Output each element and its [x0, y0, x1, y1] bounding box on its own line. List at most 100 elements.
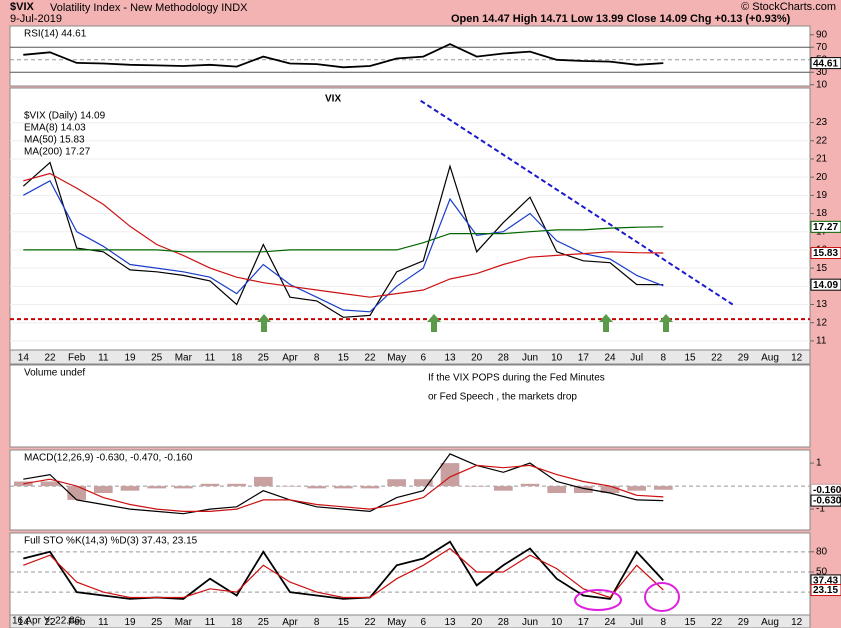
series-line: [23, 540, 664, 600]
y-tick-label: 90: [816, 29, 828, 40]
histogram-bar: [120, 486, 140, 491]
y-tick-label: 12: [816, 317, 828, 328]
x-tick-label: 6: [421, 617, 427, 628]
x-tick-label: 29: [738, 617, 750, 628]
histogram-bar: [547, 486, 566, 493]
annotation: VIX: [325, 94, 341, 105]
histogram-bar: [227, 483, 246, 487]
panel: [9, 532, 811, 616]
x-tick-label: Mar: [175, 353, 193, 364]
y-tick-label: 10: [816, 79, 828, 90]
x-tick-label: 15: [684, 617, 696, 628]
x-tick-label: 25: [151, 617, 163, 628]
last-value-label: 15.83: [813, 248, 838, 259]
quote: Open 14.47 High 14.71 Low 13.99 Close 14…: [451, 13, 791, 25]
x-tick-label: 18: [231, 617, 243, 628]
x-tick-label: 28: [498, 353, 510, 364]
x-tick-label: 17: [578, 353, 590, 364]
legend-entry: RSI(14) 44.61: [24, 29, 87, 40]
panel: [9, 87, 811, 351]
arrow: [599, 314, 613, 332]
last-value-label: 17.27: [813, 222, 838, 233]
series-line: [23, 172, 664, 298]
legend-entry: MA(200) 17.27: [24, 147, 91, 158]
x-tick-label: 22: [44, 617, 56, 628]
x-tick-label: 19: [124, 353, 136, 364]
x-tick-label: 22: [364, 353, 376, 364]
panel: [9, 449, 811, 531]
copyright: © StockCharts.com: [741, 1, 836, 13]
x-tick-label: 10: [551, 353, 563, 364]
x-tick-label: 28: [498, 617, 510, 628]
x-tick-label: 10: [551, 617, 563, 628]
series-line: [23, 464, 664, 512]
x-tick-label: 25: [151, 353, 163, 364]
annotation: If the VIX POPS during the Fed Minutes: [428, 373, 605, 384]
x-tick-label: 24: [604, 353, 616, 364]
panel: [9, 364, 811, 448]
arrow: [427, 314, 441, 332]
histogram-bar: [40, 481, 60, 487]
highlight-circle: [644, 582, 680, 612]
crosshair-readout: 16 Apr Y: 22.86: [12, 616, 81, 627]
security-name: Volatility Index - New Methodology INDX: [50, 2, 248, 14]
series-line: [23, 226, 664, 253]
x-tick-label: 25: [258, 617, 270, 628]
x-tick-label: 8: [661, 617, 667, 628]
x-tick-label: 13: [444, 353, 456, 364]
x-tick-label: May: [387, 353, 406, 364]
histogram-bar: [574, 486, 593, 493]
x-tick-label: 29: [738, 353, 750, 364]
x-tick-label: Jul: [630, 353, 643, 364]
last-value-label: 23.15: [813, 585, 838, 596]
x-tick-label: Apr: [282, 353, 298, 364]
x-tick-label: 15: [684, 353, 696, 364]
x-tick-label: 14: [18, 353, 30, 364]
histogram-bar: [467, 486, 486, 487]
x-tick-label: Aug: [761, 617, 779, 628]
x-tick-label: 12: [791, 353, 803, 364]
arrow: [257, 314, 271, 332]
y-tick-label: 19: [816, 190, 828, 201]
panel: [9, 25, 811, 87]
series-line: [23, 179, 664, 313]
arrow: [659, 314, 673, 332]
x-tick-label: Aug: [761, 353, 779, 364]
trend-line: [420, 99, 734, 306]
panel-title: Full STO %K(14,3) %D(3) 37.43, 23.15: [24, 536, 198, 547]
last-value-box: [810, 584, 841, 597]
x-tick-label: 13: [444, 617, 456, 628]
y-tick-label: 22: [816, 135, 828, 146]
histogram-bar: [280, 486, 300, 487]
x-tick-label: Jul: [630, 617, 643, 628]
y-tick-label: -1: [816, 504, 825, 515]
last-value-box: [810, 278, 841, 291]
y-tick-label: 23: [816, 117, 828, 128]
panel-title: Volume undef: [24, 368, 85, 379]
y-tick-label: 1: [816, 458, 822, 469]
last-value-box: [810, 57, 841, 70]
x-tick-label: 15: [338, 617, 350, 628]
x-tick-label: 6: [421, 353, 427, 364]
x-tick-label: 19: [124, 617, 136, 628]
histogram-bar: [387, 479, 406, 487]
y-tick-label: 11: [816, 336, 827, 347]
histogram-bar: [520, 483, 540, 487]
x-tick-label: 22: [711, 353, 723, 364]
series-line: [22, 161, 664, 318]
legend-entry: $VIX (Daily) 14.09: [24, 111, 106, 122]
x-tick-label: 15: [338, 353, 350, 364]
series-line: [23, 547, 664, 599]
histogram-bar: [494, 486, 513, 491]
x-tick-label: 25: [258, 353, 270, 364]
histogram-bar: [174, 486, 193, 489]
histogram-bar: [94, 486, 113, 493]
x-tick-label: 14: [18, 617, 30, 628]
x-tick-label: 22: [44, 353, 56, 364]
y-tick-label: 50: [816, 567, 828, 578]
histogram-bar: [147, 486, 166, 489]
x-tick-label: Jun: [522, 353, 538, 364]
x-tick-label: 11: [205, 353, 216, 364]
last-value-label: 14.09: [813, 280, 838, 291]
